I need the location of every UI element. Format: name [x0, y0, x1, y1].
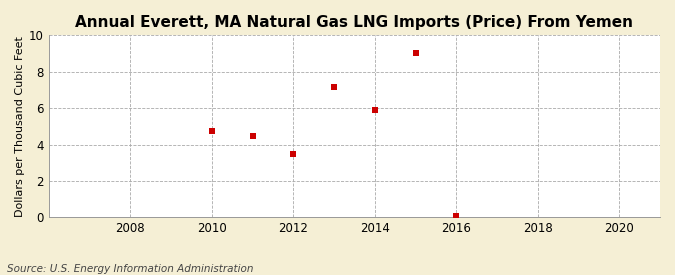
- Point: [329, 85, 340, 89]
- Title: Annual Everett, MA Natural Gas LNG Imports (Price) From Yemen: Annual Everett, MA Natural Gas LNG Impor…: [76, 15, 633, 30]
- Point: [207, 129, 217, 133]
- Point: [369, 108, 380, 112]
- Point: [288, 152, 299, 156]
- Text: Source: U.S. Energy Information Administration: Source: U.S. Energy Information Administ…: [7, 264, 253, 274]
- Point: [451, 214, 462, 219]
- Point: [247, 134, 258, 139]
- Point: [410, 50, 421, 55]
- Y-axis label: Dollars per Thousand Cubic Feet: Dollars per Thousand Cubic Feet: [15, 36, 25, 217]
